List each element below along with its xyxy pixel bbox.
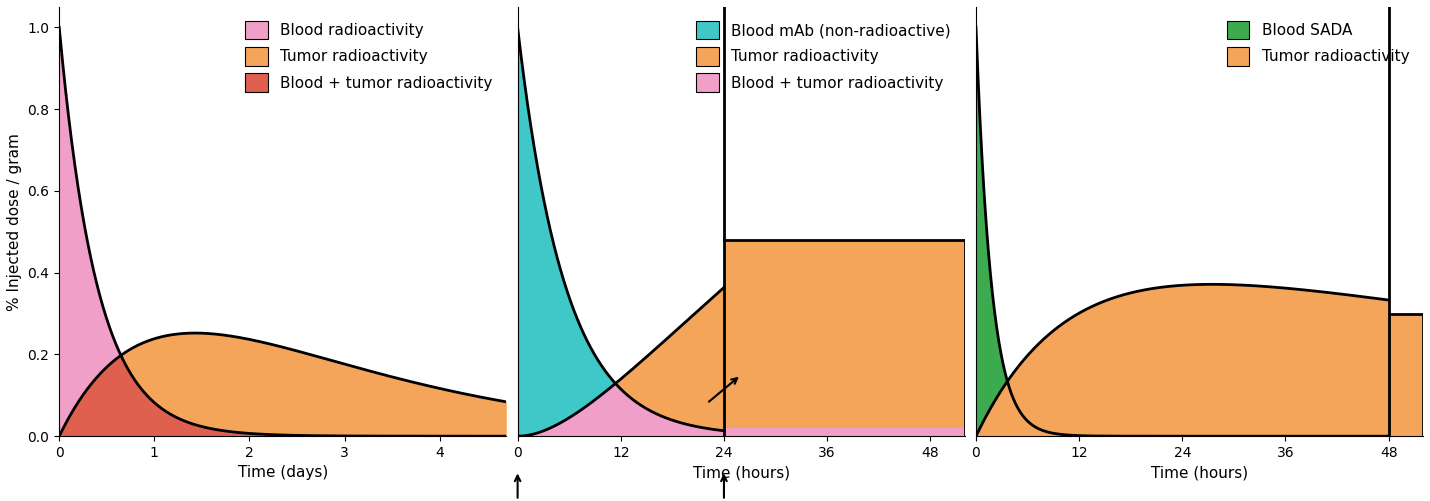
X-axis label: Time (hours): Time (hours) [1151, 465, 1248, 480]
Y-axis label: % Injected dose / gram: % Injected dose / gram [7, 133, 21, 311]
X-axis label: Time (days): Time (days) [237, 465, 327, 480]
Legend: Blood mAb (non-radioactive), Tumor radioactivity, Blood + tumor radioactivity: Blood mAb (non-radioactive), Tumor radio… [691, 15, 957, 98]
X-axis label: Time (hours): Time (hours) [692, 465, 789, 480]
Legend: Blood SADA, Tumor radioactivity: Blood SADA, Tumor radioactivity [1220, 15, 1416, 72]
Legend: Blood radioactivity, Tumor radioactivity, Blood + tumor radioactivity: Blood radioactivity, Tumor radioactivity… [239, 15, 499, 98]
